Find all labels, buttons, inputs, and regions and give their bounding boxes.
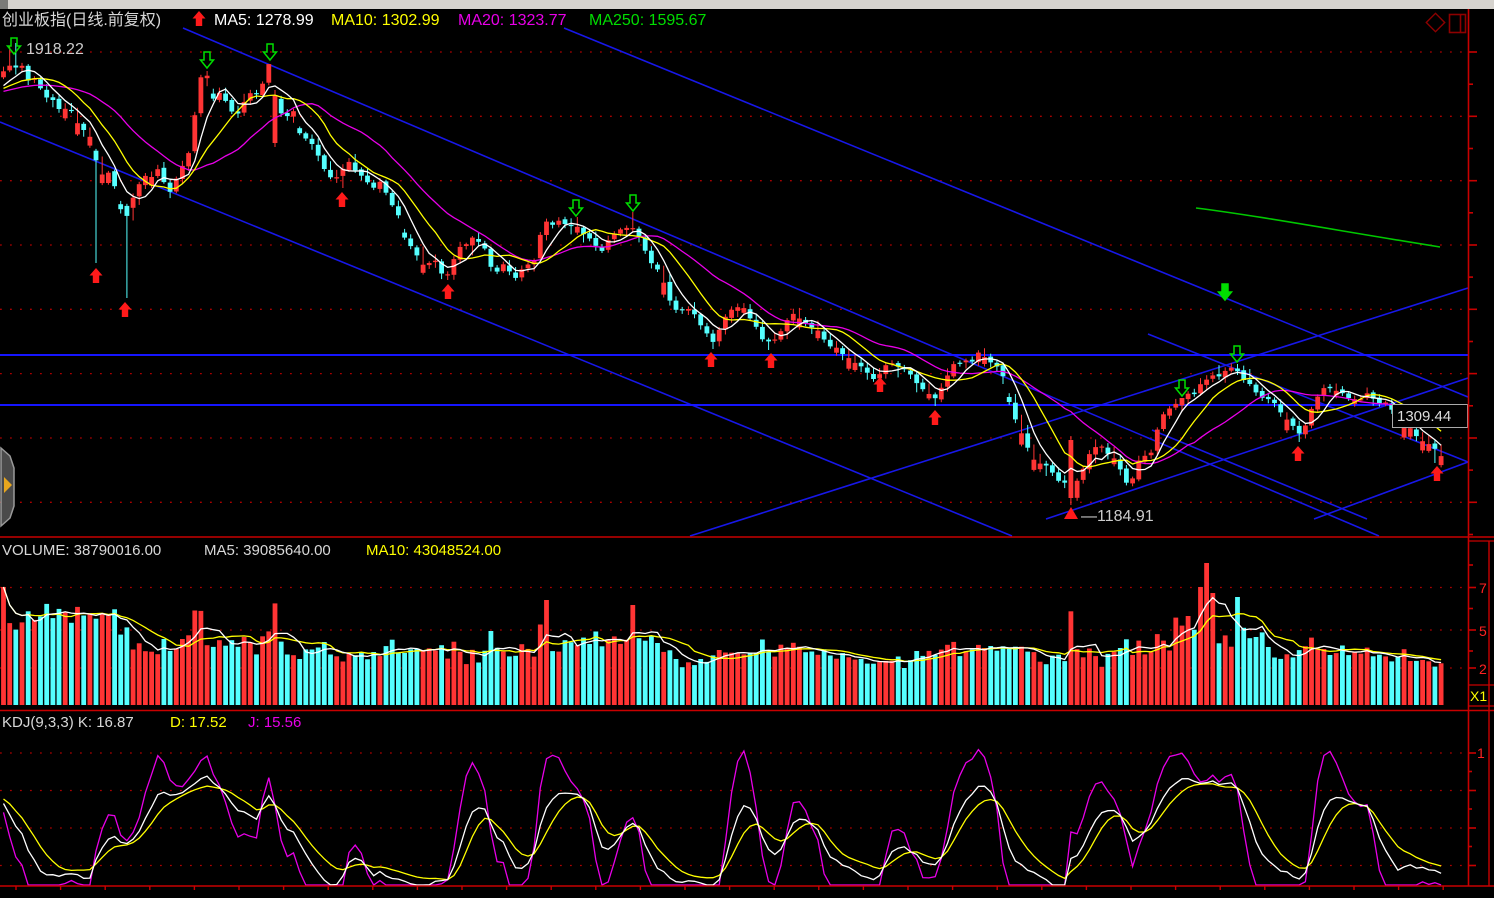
svg-text:5: 5 <box>1479 623 1487 639</box>
svg-text:MA10: 1302.99: MA10: 1302.99 <box>331 12 440 29</box>
svg-text:1309.44: 1309.44 <box>1397 408 1451 425</box>
svg-text:1918.22: 1918.22 <box>26 41 84 58</box>
svg-text:2: 2 <box>1479 661 1487 677</box>
svg-text:J: 15.56: J: 15.56 <box>248 714 301 731</box>
svg-text:MA250: 1595.67: MA250: 1595.67 <box>589 12 707 29</box>
svg-text:X1: X1 <box>1470 688 1487 704</box>
svg-text:7: 7 <box>1479 580 1487 596</box>
svg-text:MA5: 39085640.00: MA5: 39085640.00 <box>204 542 331 559</box>
svg-text:MA10: 43048524.00: MA10: 43048524.00 <box>366 542 501 559</box>
svg-text:—1184.91: —1184.91 <box>1081 508 1154 525</box>
svg-text:创业板指(日线.前复权): 创业板指(日线.前复权) <box>2 11 161 29</box>
svg-text:KDJ(9,3,3) K: 16.87: KDJ(9,3,3) K: 16.87 <box>2 714 134 731</box>
svg-text:MA5: 1278.99: MA5: 1278.99 <box>214 12 314 29</box>
svg-text:VOLUME: 38790016.00: VOLUME: 38790016.00 <box>2 542 161 559</box>
svg-text:D: 17.52: D: 17.52 <box>170 714 227 731</box>
svg-text:MA20: 1323.77: MA20: 1323.77 <box>458 12 567 29</box>
svg-text:1: 1 <box>1477 745 1485 761</box>
